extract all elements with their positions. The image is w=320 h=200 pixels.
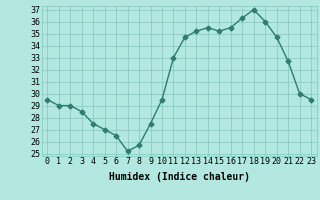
X-axis label: Humidex (Indice chaleur): Humidex (Indice chaleur) <box>109 172 250 182</box>
